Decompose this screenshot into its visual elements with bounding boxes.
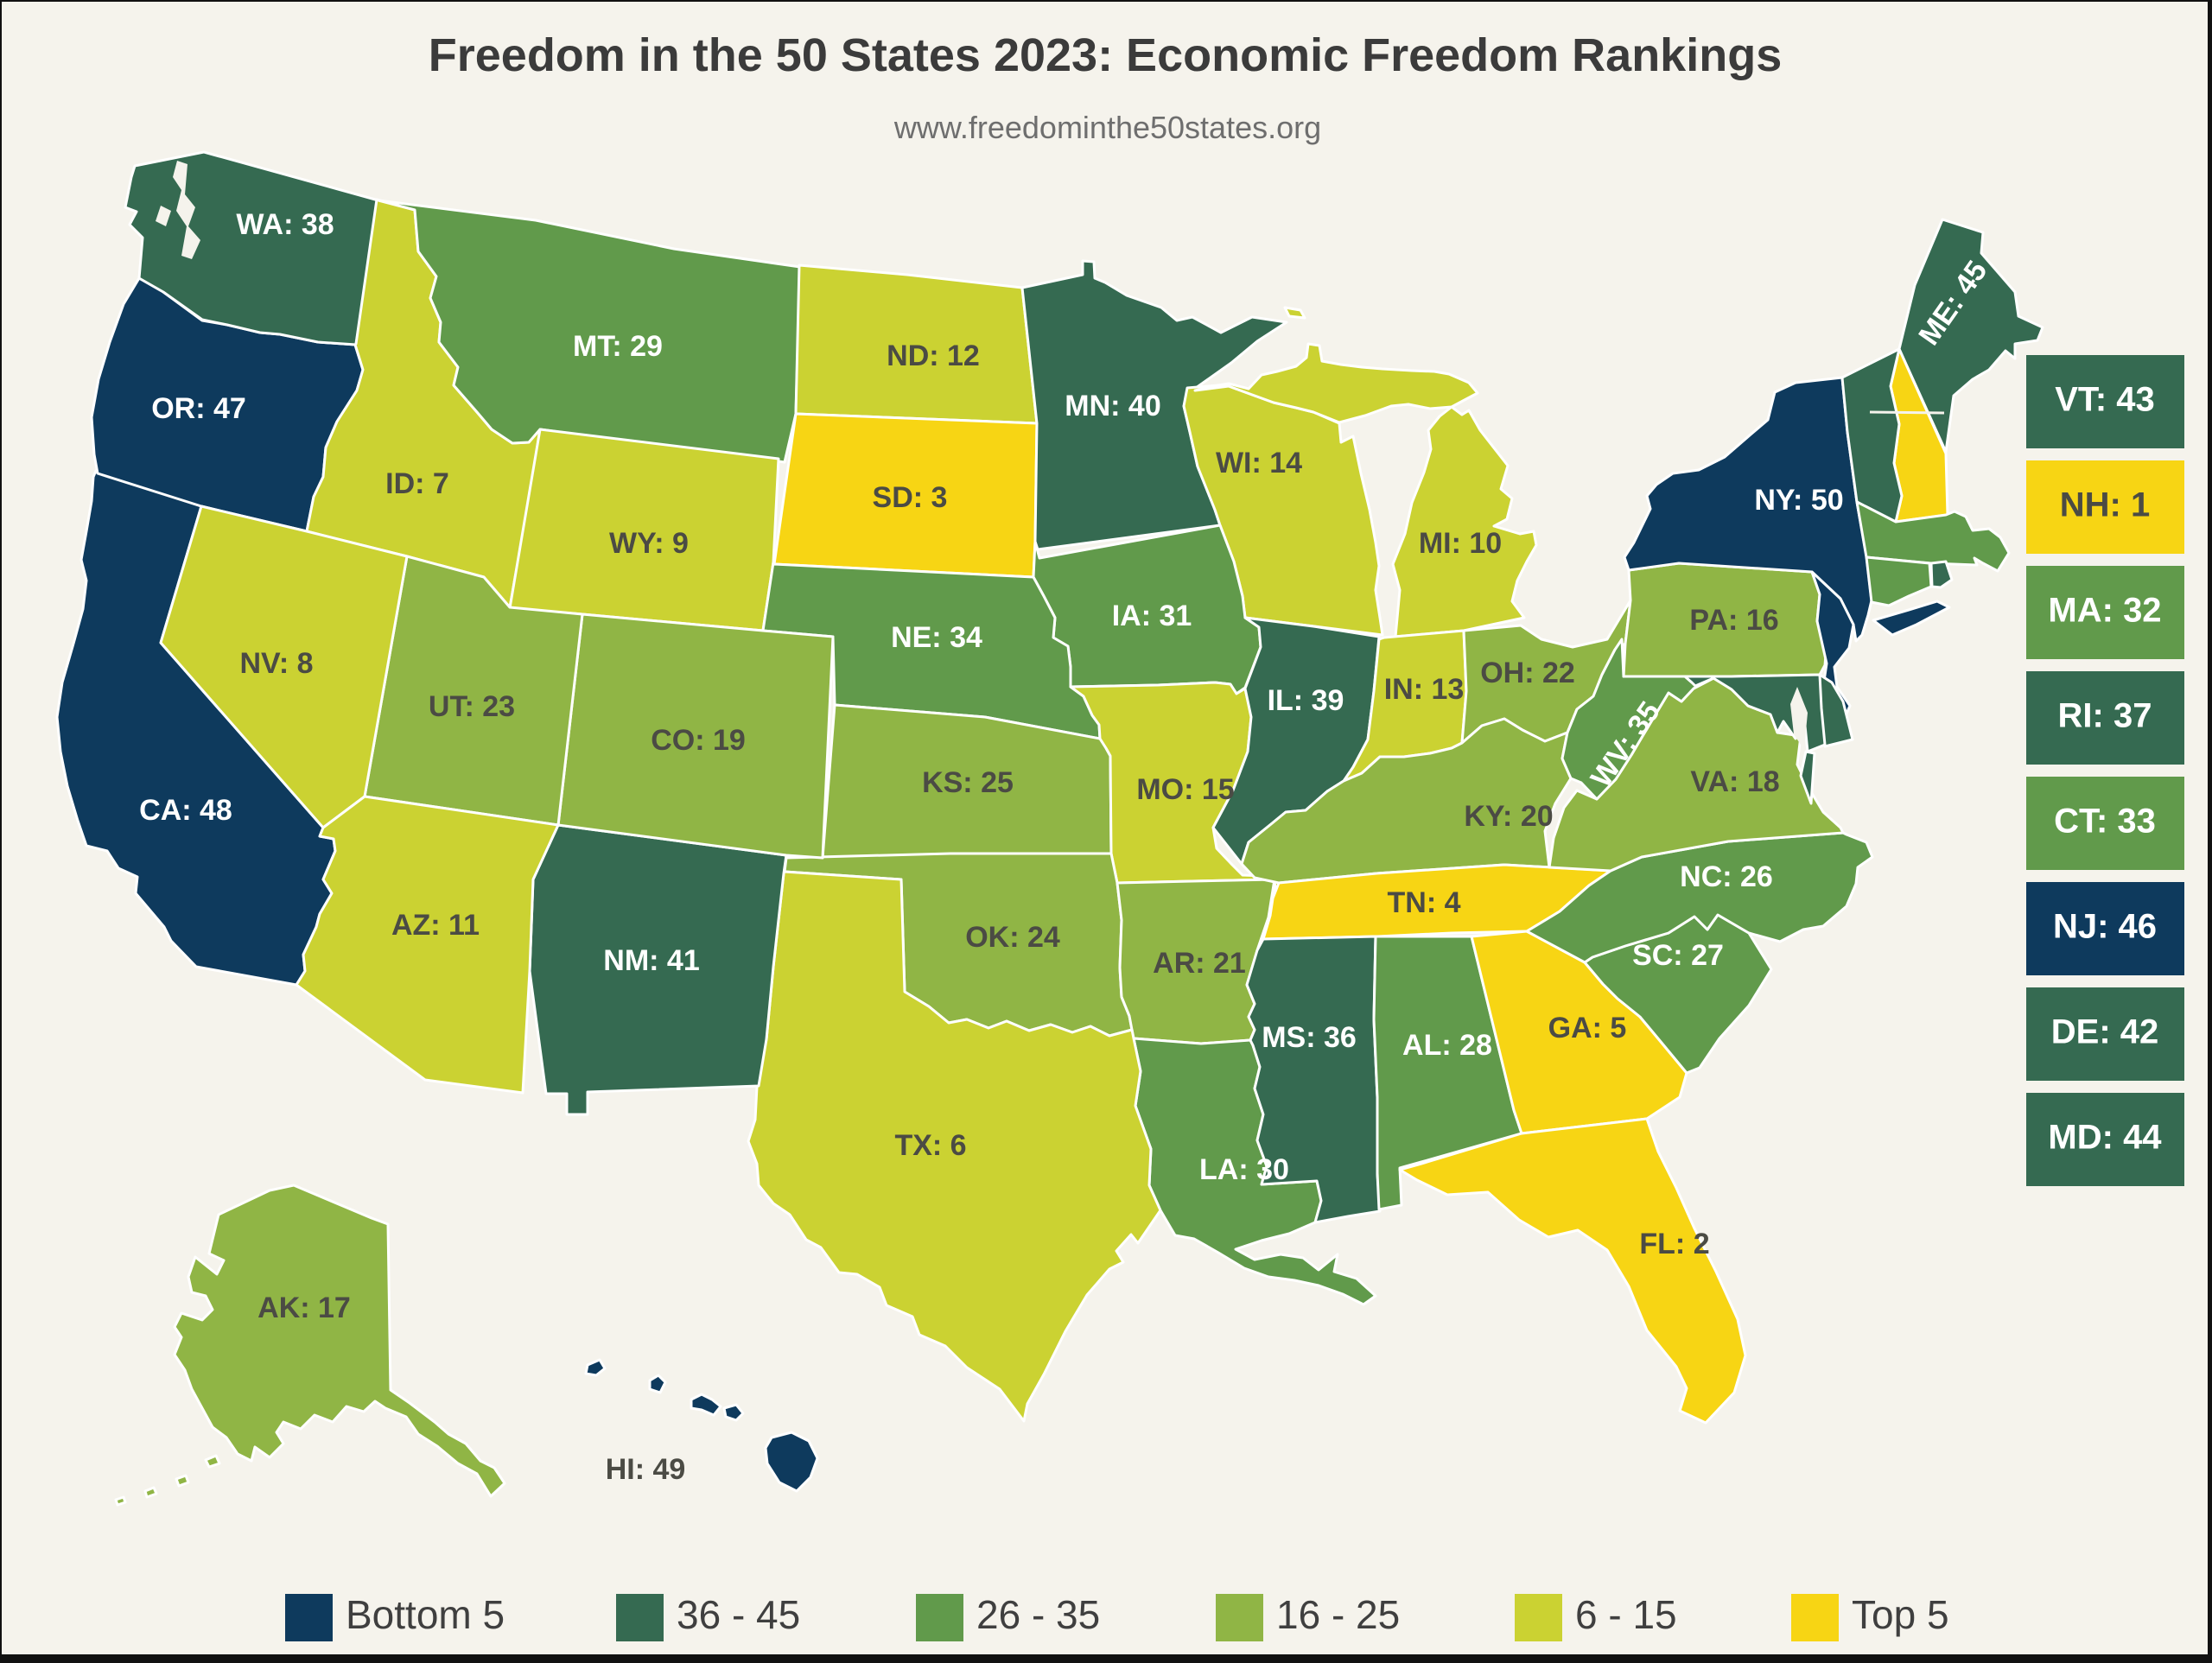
svg-text:MN: 40: MN: 40 — [1065, 390, 1160, 422]
svg-text:MO: 15: MO: 15 — [1136, 773, 1234, 806]
svg-text:IA: 31: IA: 31 — [1112, 600, 1192, 632]
svg-text:AR: 21: AR: 21 — [1153, 947, 1246, 980]
svg-text:LA: 30: LA: 30 — [1199, 1153, 1289, 1186]
svg-text:OK: 24: OK: 24 — [965, 921, 1060, 954]
svg-text:MA: 32: MA: 32 — [2048, 592, 2161, 630]
svg-text:AL: 28: AL: 28 — [1402, 1029, 1492, 1062]
svg-text:NE: 34: NE: 34 — [891, 621, 982, 654]
svg-text:FL: 2: FL: 2 — [1639, 1228, 1709, 1260]
svg-text:GA: 5: GA: 5 — [1548, 1012, 1627, 1044]
svg-text:CO: 19: CO: 19 — [651, 724, 746, 757]
svg-text:DE: 42: DE: 42 — [2051, 1013, 2159, 1051]
svg-text:MI: 10: MI: 10 — [1419, 527, 1502, 560]
svg-text:NH: 1: NH: 1 — [2060, 486, 2150, 524]
svg-text:ID: 7: ID: 7 — [385, 467, 449, 500]
svg-text:IL: 39: IL: 39 — [1268, 684, 1344, 717]
svg-text:WI: 14: WI: 14 — [1216, 447, 1302, 479]
svg-text:CA: 48: CA: 48 — [139, 794, 232, 827]
svg-text:IN: 13: IN: 13 — [1384, 673, 1465, 706]
svg-text:NM: 41: NM: 41 — [603, 944, 699, 977]
svg-text:16 - 25: 16 - 25 — [1276, 1592, 1400, 1637]
svg-text:KS: 25: KS: 25 — [922, 766, 1014, 799]
svg-text:36 - 45: 36 - 45 — [677, 1592, 800, 1637]
svg-text:Freedom in the 50 States 2023:: Freedom in the 50 States 2023: Economic … — [429, 29, 1782, 81]
svg-text:VA: 18: VA: 18 — [1690, 765, 1779, 798]
svg-text:WY: 9: WY: 9 — [609, 527, 689, 560]
svg-text:AZ: 11: AZ: 11 — [391, 909, 480, 942]
svg-text:SD: 3: SD: 3 — [873, 481, 948, 514]
svg-text:WA: 38: WA: 38 — [236, 208, 334, 241]
svg-text:6 - 15: 6 - 15 — [1575, 1592, 1677, 1637]
svg-text:TN: 4: TN: 4 — [1388, 886, 1461, 919]
svg-text:Bottom 5: Bottom 5 — [346, 1592, 505, 1637]
svg-text:www.freedominthe50states.org: www.freedominthe50states.org — [893, 110, 1321, 145]
svg-text:MT: 29: MT: 29 — [573, 330, 663, 363]
svg-text:Top 5: Top 5 — [1852, 1592, 1949, 1637]
svg-text:UT: 23: UT: 23 — [429, 690, 515, 723]
svg-text:MD: 44: MD: 44 — [2048, 1119, 2162, 1157]
svg-text:TX: 6: TX: 6 — [894, 1129, 966, 1162]
svg-text:26 - 35: 26 - 35 — [976, 1592, 1100, 1637]
svg-text:HI: 49: HI: 49 — [606, 1453, 686, 1486]
svg-text:RI: 37: RI: 37 — [2058, 697, 2152, 735]
svg-text:ND: 12: ND: 12 — [887, 340, 980, 372]
svg-text:SC: 27: SC: 27 — [1632, 939, 1724, 972]
svg-text:NJ: 46: NJ: 46 — [2053, 908, 2157, 946]
svg-text:KY: 20: KY: 20 — [1464, 800, 1553, 833]
svg-text:AK: 17: AK: 17 — [257, 1292, 351, 1324]
svg-text:MS: 36: MS: 36 — [1262, 1021, 1357, 1054]
svg-text:NV: 8: NV: 8 — [239, 647, 313, 680]
svg-text:CT: 33: CT: 33 — [2054, 803, 2156, 841]
svg-text:NC: 26: NC: 26 — [1680, 860, 1773, 893]
svg-text:OH: 22: OH: 22 — [1480, 657, 1575, 689]
svg-text:VT: 43: VT: 43 — [2055, 381, 2155, 419]
svg-text:OR: 47: OR: 47 — [151, 392, 246, 425]
svg-text:NY: 50: NY: 50 — [1754, 484, 1843, 517]
svg-text:PA: 16: PA: 16 — [1689, 604, 1778, 637]
